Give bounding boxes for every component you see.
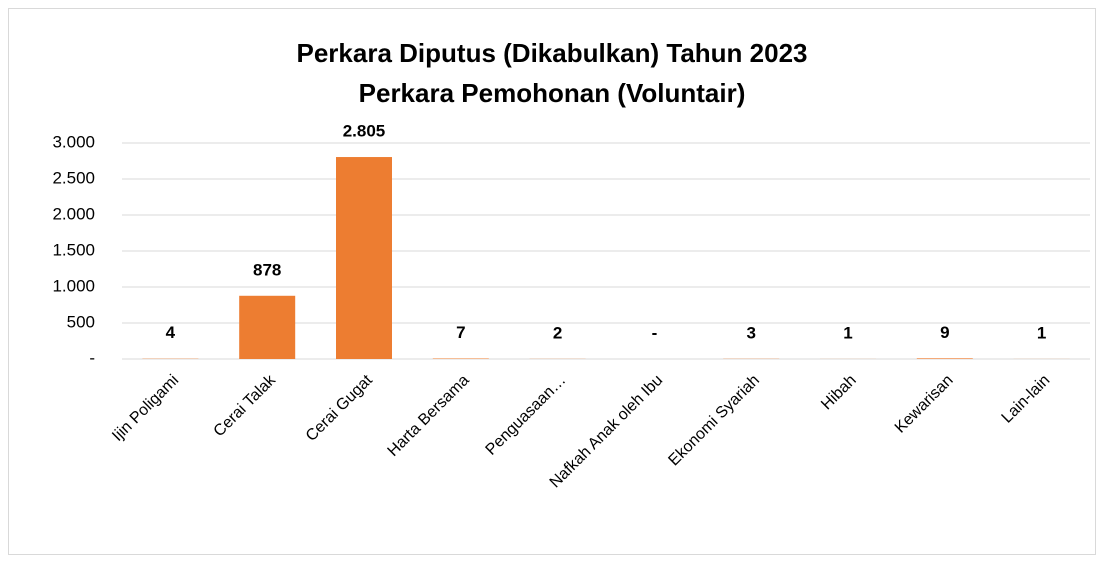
- y-tick-label: 1.500: [52, 240, 95, 259]
- bar: [336, 157, 392, 359]
- chart-border: [8, 8, 1096, 555]
- y-tick-label: 3.000: [52, 132, 95, 151]
- bar: [432, 358, 489, 359]
- y-tick-label: -: [89, 348, 95, 367]
- bar: [239, 295, 296, 359]
- value-label: 9: [940, 323, 949, 342]
- value-label: 2: [553, 323, 562, 342]
- value-label: 7: [456, 323, 465, 342]
- y-tick-label: 500: [67, 312, 95, 331]
- y-tick-label: 2.000: [52, 204, 95, 223]
- value-label: 1: [1037, 323, 1046, 342]
- value-label: 1: [843, 323, 852, 342]
- value-label: 2.805: [343, 122, 386, 141]
- value-label: 4: [166, 323, 176, 342]
- y-tick-label: 2.500: [52, 168, 95, 187]
- chart-subtitle: Perkara Pemohonan (Voluntair): [359, 78, 746, 108]
- value-label: -: [652, 323, 658, 342]
- chart-title: Perkara Diputus (Dikabulkan) Tahun 2023: [297, 38, 808, 68]
- bar: [916, 358, 973, 359]
- value-label: 878: [253, 260, 281, 279]
- value-label: 3: [746, 323, 755, 342]
- y-tick-label: 1.000: [52, 276, 95, 295]
